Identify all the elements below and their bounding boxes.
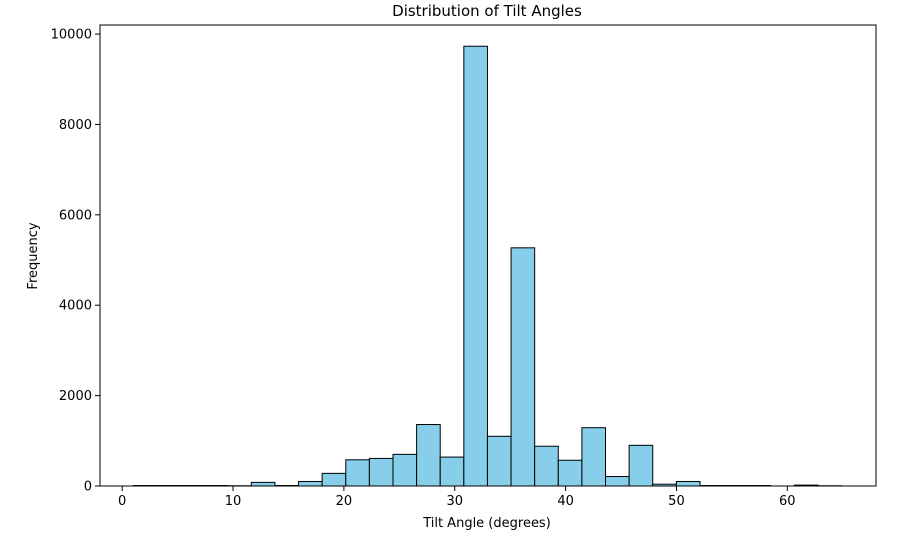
histogram-bar [416,424,441,487]
histogram-bar [675,480,701,487]
y-tick-label: 2000 [59,389,92,404]
histogram-bar [368,457,394,487]
histogram-bar [439,456,465,487]
y-axis-ticks: 0 2000 4000 6000 8000 10000 [51,28,100,495]
x-tick-label: 30 [446,494,463,509]
histogram-bar [392,453,418,487]
histogram-bar [250,481,276,487]
x-axis-label: Tilt Angle (degrees) [422,516,551,531]
x-axis-ticks: 0 10 20 30 40 50 60 [118,486,796,509]
x-tick-label: 0 [118,494,126,509]
histogram-bar [345,459,370,487]
y-tick-label: 10000 [51,28,92,43]
y-tick-label: 0 [84,480,92,495]
y-tick-label: 4000 [59,299,92,314]
y-axis-label: Frequency [26,222,41,289]
bars-group [132,45,843,487]
chart-title: Distribution of Tilt Angles [392,2,582,20]
y-tick-label: 8000 [59,118,92,133]
histogram-bar [557,459,583,487]
histogram-bar [298,480,323,487]
histogram-bar [605,476,630,487]
x-tick-label: 60 [779,494,796,509]
histogram-bar [510,247,536,487]
x-tick-label: 20 [336,494,353,509]
histogram-bar [463,45,488,487]
x-tick-label: 50 [668,494,685,509]
histogram-bar [581,427,607,487]
x-tick-label: 40 [557,494,574,509]
histogram-bar [628,444,654,487]
histogram-bar [321,472,347,487]
histogram-bar [534,445,559,487]
y-tick-label: 6000 [59,208,92,223]
histogram-bar [486,435,512,487]
plot-frame [99,24,877,487]
x-tick-label: 10 [225,494,242,509]
